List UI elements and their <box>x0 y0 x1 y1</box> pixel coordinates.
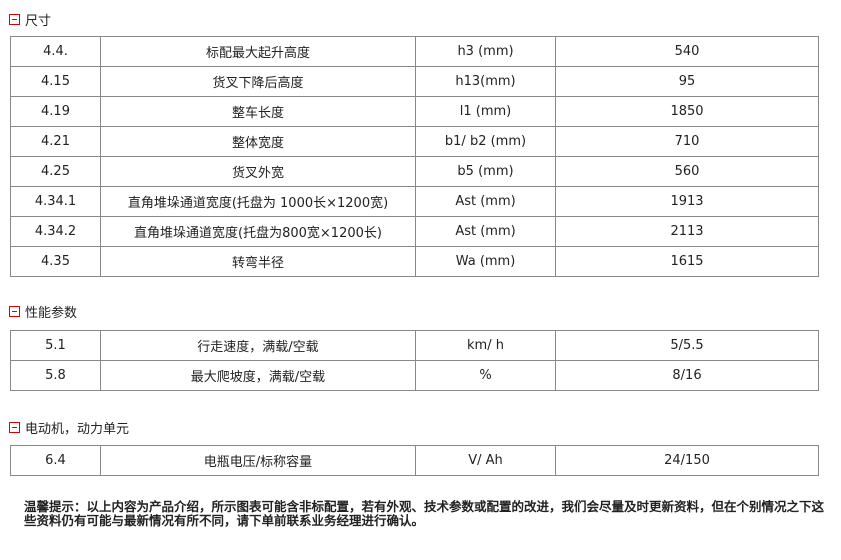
spec-value: 1615 <box>555 246 819 277</box>
spec-code: 4.34.2 <box>10 216 101 247</box>
table-row: 6.4 电瓶电压/标称容量 V/ Ah 24/150 <box>10 445 819 476</box>
spec-unit: V/ Ah <box>415 445 556 476</box>
spec-unit: Ast (mm) <box>415 186 556 217</box>
spec-unit: h3 (mm) <box>415 36 556 67</box>
spec-code: 5.1 <box>10 330 101 361</box>
spec-unit: h13(mm) <box>415 66 556 97</box>
spec-unit: Ast (mm) <box>415 216 556 247</box>
spec-value: 1913 <box>555 186 819 217</box>
spec-unit: b1/ b2 (mm) <box>415 126 556 157</box>
spec-code: 4.19 <box>10 96 101 127</box>
section-header[interactable]: 性能参数 <box>9 302 77 321</box>
spec-code: 5.8 <box>10 360 101 391</box>
table-row: 4.35 转弯半径 Wa (mm) 1615 <box>10 246 819 277</box>
spec-code: 4.4. <box>10 36 101 67</box>
table-row: 4.34.1 直角堆垛通道宽度(托盘为 1000长×1200宽) Ast (mm) 1… <box>10 186 819 217</box>
spec-table: 4.4. 标配最大起升高度 h3 (mm) 540 4.15 货叉下降后高度 h13(mm)… <box>10 36 819 277</box>
table-row: 4.25 货叉外宽 b5 (mm) 560 <box>10 156 819 187</box>
spec-name: 标配最大起升高度 <box>100 36 416 67</box>
table-row: 5.8 最大爬坡度，满载/空载% 8/16 <box>10 360 819 391</box>
collapse-icon[interactable] <box>9 14 20 25</box>
table-row: 4.34.2 直角堆垛通道宽度(托盘为800宽×1200长) Ast (mm) 211… <box>10 216 819 247</box>
section-title: 电动机，动力单元 <box>25 422 130 437</box>
spec-code: 6.4 <box>10 445 101 476</box>
spec-table: 5.1 行走速度，满载/空载 km/ h 5/5.5 5.8 最大爬坡度，满载/空载% 8/… <box>10 330 819 391</box>
spec-code: 4.35 <box>10 246 101 277</box>
spec-value: 710 <box>555 126 819 157</box>
table-row: 4.21 整体宽度 b1/ b2 (mm) 710 <box>10 126 819 157</box>
spec-value: 24/150 <box>555 445 819 476</box>
spec-name: 最大爬坡度，满载/空载 <box>100 360 416 391</box>
spec-name: 电瓶电压/标称容量 <box>100 445 416 476</box>
spec-name: 货叉外宽 <box>100 156 416 187</box>
spec-value: 2113 <box>555 216 819 247</box>
spec-code: 4.15 <box>10 66 101 97</box>
spec-code: 4.21 <box>10 126 101 157</box>
section-title: 尺寸 <box>25 14 52 29</box>
spec-name: 转弯半径 <box>100 246 416 277</box>
spec-unit: b5 (mm) <box>415 156 556 187</box>
spec-unit: km/ h <box>415 330 556 361</box>
spec-value: 560 <box>555 156 819 187</box>
section-header[interactable]: 电动机，动力单元 <box>9 418 129 437</box>
section-header[interactable]: 尺寸 <box>9 10 51 29</box>
table-row: 4.4. 标配最大起升高度 h3 (mm) 540 <box>10 36 819 67</box>
spec-unit: % <box>415 360 556 391</box>
table-row: 4.15 货叉下降后高度 h13(mm) 95 <box>10 66 819 97</box>
spec-value: 540 <box>555 36 819 67</box>
spec-code: 4.25 <box>10 156 101 187</box>
spec-unit: l1 (mm) <box>415 96 556 127</box>
table-row: 4.19 整车长度 l1 (mm) 1850 <box>10 96 819 127</box>
spec-value: 95 <box>555 66 819 97</box>
spec-name: 整车长度 <box>100 96 416 127</box>
section-title: 性能参数 <box>25 306 78 321</box>
notice-text: 温馨提示：以上内容为产品介绍，所示图表可能含非标配置，若有外观、技术参数或配置的… <box>24 499 825 528</box>
spec-value: 5/5.5 <box>555 330 819 361</box>
spec-value: 8/16 <box>555 360 819 391</box>
spec-value: 1850 <box>555 96 819 127</box>
collapse-icon[interactable] <box>9 306 20 317</box>
table-row: 5.1 行走速度，满载/空载 km/ h 5/5.5 <box>10 330 819 361</box>
spec-name: 整体宽度 <box>100 126 416 157</box>
spec-table: 6.4 电瓶电压/标称容量 V/ Ah 24/150 <box>10 445 819 476</box>
spec-name: 货叉下降后高度 <box>100 66 416 97</box>
collapse-icon[interactable] <box>9 422 20 433</box>
spec-unit: Wa (mm) <box>415 246 556 277</box>
spec-code: 4.34.1 <box>10 186 101 217</box>
spec-name: 直角堆垛通道宽度(托盘为 1000长×1200宽) <box>100 186 416 217</box>
spec-name: 直角堆垛通道宽度(托盘为800宽×1200长) <box>100 216 416 247</box>
spec-name: 行走速度，满载/空载 <box>100 330 416 361</box>
